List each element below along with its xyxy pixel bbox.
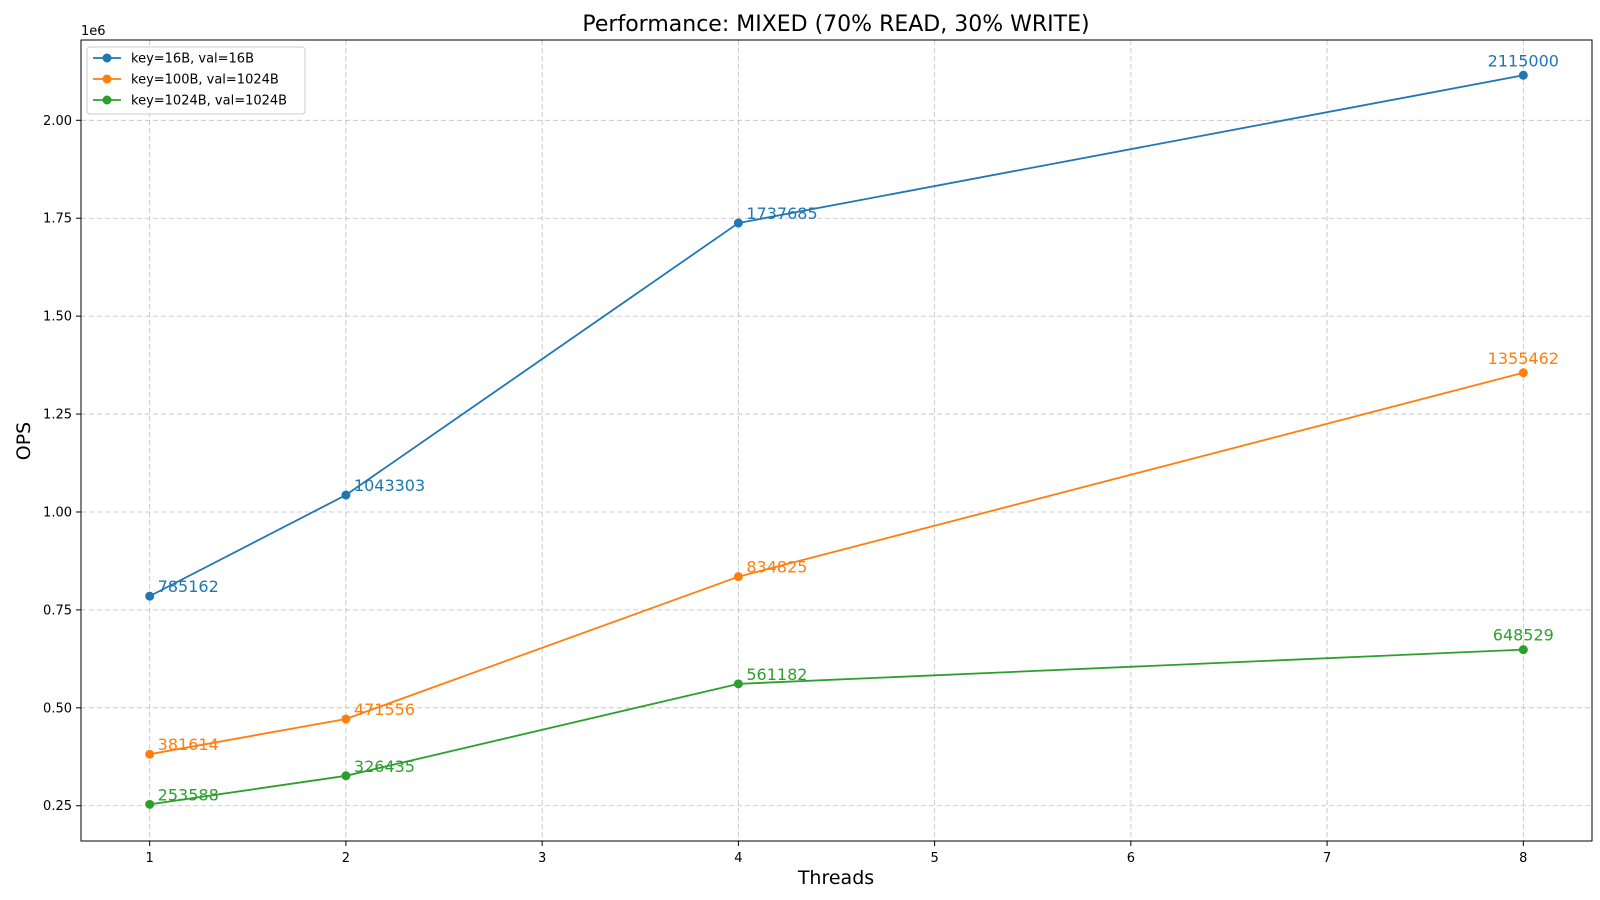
legend-item: key=16B, val=16B <box>93 52 254 67</box>
legend-box <box>86 46 306 115</box>
data-point <box>341 771 351 781</box>
series-line <box>149 648 1524 806</box>
x-axis-label: Threads <box>797 867 874 889</box>
legend-marker <box>102 74 112 84</box>
data-label: 381614 <box>158 735 219 754</box>
data-point <box>733 218 743 228</box>
legend-item: key=100B, val=1024B <box>93 73 279 88</box>
data-point <box>733 679 743 689</box>
data-label: 253588 <box>158 785 219 804</box>
data-label: 1737685 <box>746 204 817 223</box>
legend-label: key=16B, val=16B <box>131 52 254 67</box>
data-point <box>1518 368 1528 378</box>
data-point <box>341 714 351 724</box>
x-tick-label: 1 <box>146 851 154 866</box>
y-tick-label: 0.25 <box>43 799 72 814</box>
data-label: 561182 <box>746 665 807 684</box>
y-tick-label: 0.75 <box>43 603 72 618</box>
legend-item: key=1024B, val=1024B <box>93 94 287 109</box>
data-point <box>341 490 351 500</box>
axes-group: 1 2 3 4 5 6 7 8 0.25 0.50 0.75 1.00 1.25 1.50 1.75 2.00 <box>43 114 1527 866</box>
x-tick-label: 8 <box>1519 851 1527 866</box>
x-tick-label: 7 <box>1323 851 1331 866</box>
data-point <box>733 572 743 582</box>
y-offset-label: 1e6 <box>81 24 106 39</box>
legend-marker <box>102 53 112 63</box>
chart-title: Performance: MIXED (70% READ, 30% WRITE) <box>582 12 1089 37</box>
data-point <box>1518 645 1528 655</box>
series-group: 785162 1043303 1737685 2115000 381614 471556 8… <box>145 51 1559 809</box>
x-tick-label: 6 <box>1127 851 1135 866</box>
x-tick-label: 5 <box>930 851 938 866</box>
series-2: 381614 471556 834825 1355462 <box>145 349 1559 759</box>
x-tick-label: 3 <box>538 851 546 866</box>
y-tick-label: 1.25 <box>43 408 72 423</box>
data-point <box>145 591 155 601</box>
legend: key=16B, val=16B key=100B, val=1024B key=1… <box>86 46 306 115</box>
y-tick-label: 2.00 <box>43 114 72 129</box>
y-axis-label: OPS <box>13 422 35 460</box>
data-point <box>145 749 155 759</box>
legend-marker <box>102 95 112 105</box>
plot-area-frame <box>80 39 1593 842</box>
series-line <box>149 371 1524 756</box>
y-tick-label: 1.50 <box>43 310 72 325</box>
data-label: 648529 <box>1493 626 1554 645</box>
y-tick-label: 1.00 <box>43 505 72 520</box>
series-3: 253588 326435 561182 648529 <box>145 626 1554 809</box>
series-1: 785162 1043303 1737685 2115000 <box>145 51 1559 601</box>
legend-label: key=100B, val=1024B <box>131 73 279 88</box>
legend-label: key=1024B, val=1024B <box>131 94 287 109</box>
data-label: 1043303 <box>354 476 425 495</box>
x-tick-label: 4 <box>734 851 742 866</box>
data-label: 1355462 <box>1488 349 1559 368</box>
data-label: 834825 <box>746 558 807 577</box>
data-label: 785162 <box>158 577 219 596</box>
data-label: 326435 <box>354 757 415 776</box>
series-line <box>149 74 1524 597</box>
data-point <box>1518 70 1528 80</box>
data-label: 471556 <box>354 700 415 719</box>
y-tick-label: 0.50 <box>43 701 72 716</box>
x-tick-label: 2 <box>342 851 350 866</box>
data-point <box>145 799 155 809</box>
y-tick-label: 1.75 <box>43 212 72 227</box>
grid-lines <box>81 40 1592 841</box>
data-label: 2115000 <box>1488 51 1559 70</box>
